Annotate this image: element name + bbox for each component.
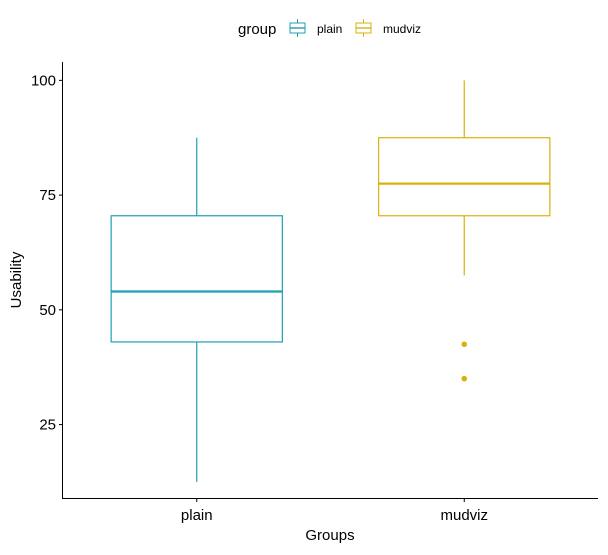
box-iqr bbox=[110, 215, 283, 343]
legend-label: mudviz bbox=[383, 22, 421, 36]
outlier-point bbox=[461, 375, 468, 382]
x-tick-label: mudviz bbox=[440, 507, 488, 524]
y-axis-ticks: 25 50 75 100 bbox=[31, 72, 63, 434]
legend-key-mudviz bbox=[355, 19, 372, 37]
y-tick-label: 100 bbox=[31, 72, 56, 89]
outlier-point bbox=[461, 341, 468, 348]
box-plain bbox=[110, 137, 283, 482]
boxes bbox=[110, 80, 551, 482]
box-iqr bbox=[378, 137, 551, 217]
y-tick-label: 25 bbox=[39, 417, 56, 434]
legend-title: group bbox=[238, 21, 276, 38]
y-axis-title: Usability bbox=[8, 251, 25, 308]
legend-item-mudviz: mudviz bbox=[355, 19, 421, 37]
x-axis-title: Groups bbox=[305, 527, 354, 544]
legend-label: plain bbox=[317, 22, 342, 36]
x-tick-label: plain bbox=[181, 507, 213, 524]
y-tick-label: 75 bbox=[39, 187, 56, 204]
legend-item-plain: plain bbox=[289, 19, 342, 37]
x-axis-ticks: plain mudviz bbox=[181, 498, 488, 524]
legend-key-plain bbox=[289, 19, 306, 37]
box-mudviz bbox=[378, 80, 551, 382]
legend: group plain mudviz bbox=[238, 19, 421, 38]
y-tick-label: 50 bbox=[39, 302, 56, 319]
